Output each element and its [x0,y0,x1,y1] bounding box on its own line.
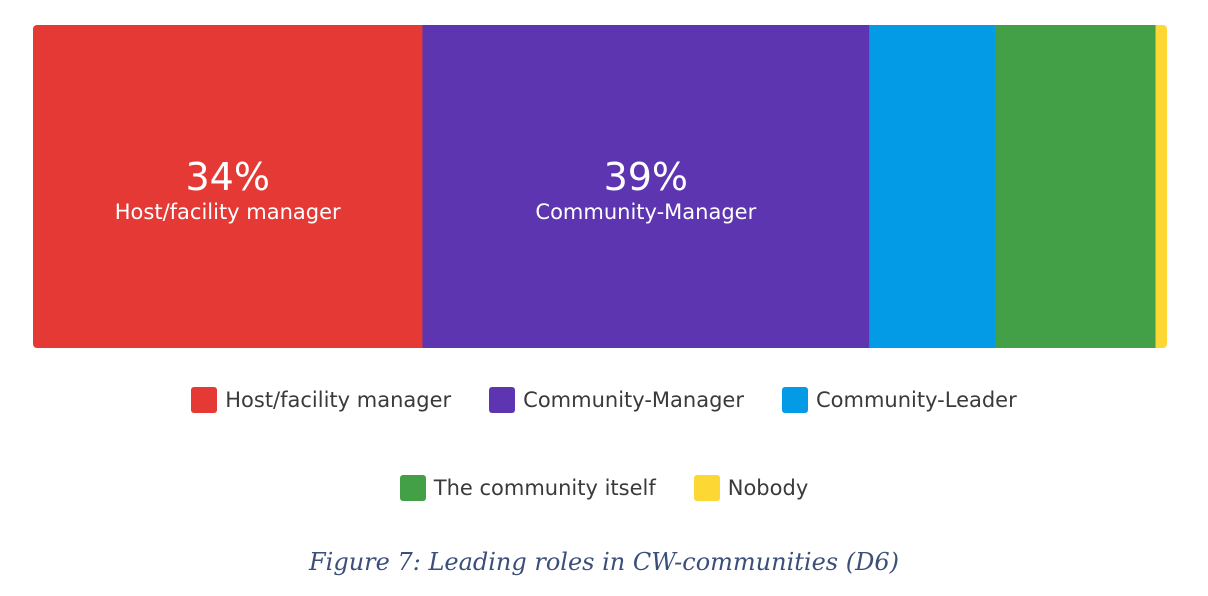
bar-segments [33,25,1167,348]
legend-row-1: Host/facility manager Community-Manager Co… [0,387,1208,413]
bar-segment-community-leader [869,25,996,348]
bar-segment-nobody [1155,25,1167,348]
bar-segment-host-facility-manager [33,25,423,348]
segment-category-label-community-manager: Community-Manager [535,200,756,224]
legend-swatch-host-facility-manager [191,387,218,413]
stacked-bar-chart: 34%Host/facility manager 39%Community-Man… [33,25,1167,348]
segment-value-label-community-manager: 39% [604,155,688,199]
legend-item-community-leader: Community-Leader [781,387,1017,413]
bar-segment-community-manager [422,25,870,348]
legend-item-nobody: Nobody [693,475,809,501]
legend-label-community-leader: Community-Leader [815,388,1017,412]
legend-swatch-nobody [693,475,720,501]
legend-item-the-community-itself: The community itself [399,475,656,501]
legend-swatch-the-community-itself [399,475,426,501]
legend-label-the-community-itself: The community itself [433,476,656,500]
legend-row-2: The community itself Nobody [0,475,1208,501]
legend-swatch-community-leader [781,387,808,413]
legend-label-nobody: Nobody [727,476,809,500]
legend-label-community-manager: Community-Manager [523,388,744,412]
chart-area: 34% Host/facility manager 39% Community-Man… [33,25,1167,348]
legend-label-host-facility-manager: Host/facility manager [225,388,452,412]
segment-value-label-host-facility-manager: 34% [185,155,269,199]
legend-swatch-community-manager [489,387,516,413]
legend-item-host-facility-manager: Host/facility manager [191,387,451,413]
bar-segment-the-community-itself [995,25,1157,348]
figure-caption: Figure 7: Leading roles in CW-communitie… [309,548,899,576]
legend-item-community-manager: Community-Manager [489,387,744,413]
segment-category-label-host-facility-manager: Host/facility manager [115,200,341,224]
